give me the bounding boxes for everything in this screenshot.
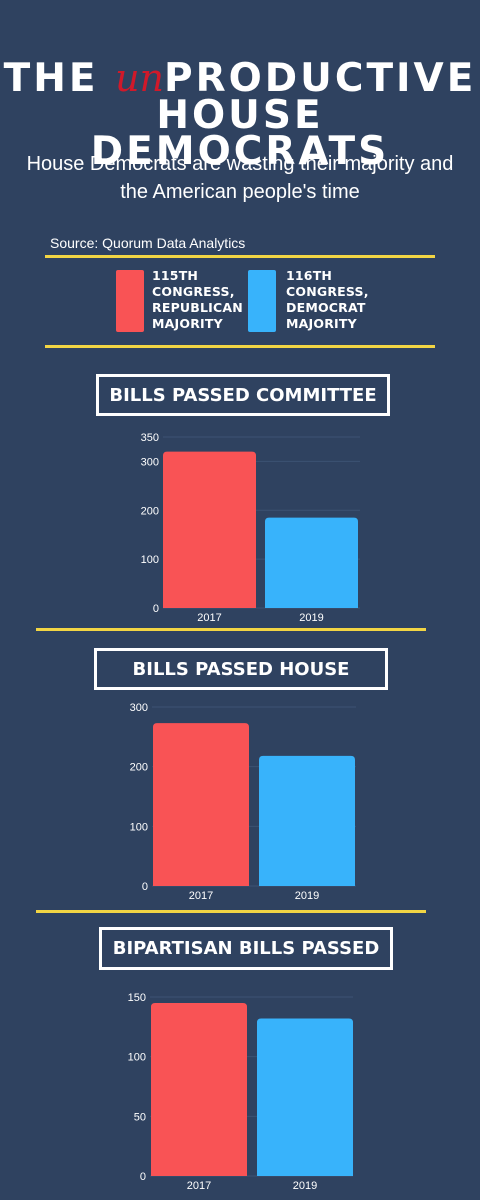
y-tick-label: 100 [128, 1052, 146, 1064]
legend-swatch-republican [116, 270, 144, 332]
y-tick-label: 0 [153, 603, 159, 615]
legend-swatch-democrat [248, 270, 276, 332]
legend-line: 115th [152, 268, 199, 283]
y-tick-label: 100 [130, 821, 148, 833]
title-accent: un [115, 56, 165, 100]
x-tick-label: 2019 [295, 890, 319, 902]
section-title-house: BILLS PASSED HOUSE [94, 648, 388, 690]
legend-line: Congress, [152, 284, 235, 299]
legend-line: 116th [286, 268, 333, 283]
title-suffix: PRODUCTIVE [164, 56, 477, 101]
bar-2017 [163, 451, 256, 608]
legend-line: Democrat [286, 300, 366, 315]
bar-2017 [151, 1002, 247, 1176]
x-tick-label: 2017 [189, 890, 213, 902]
divider [36, 628, 426, 631]
bar-2019 [257, 1018, 353, 1176]
x-tick-label: 2017 [187, 1180, 211, 1192]
legend-line: Republican [152, 300, 243, 315]
y-tick-label: 50 [134, 1111, 146, 1123]
chart-bills-passed-house: 0 100 200 300 2017 2019 [130, 702, 356, 902]
bar-2017 [153, 723, 249, 886]
divider [45, 345, 435, 348]
divider [36, 910, 426, 913]
y-tick-label: 350 [141, 432, 159, 444]
bar-2019 [265, 517, 358, 608]
legend-line: Congress, [286, 284, 369, 299]
bar-2019 [259, 755, 355, 886]
x-tick-label: 2019 [293, 1180, 317, 1192]
chart-bills-passed-committee: 0 100 200 300 350 2017 2019 [141, 432, 360, 624]
y-tick-label: 200 [141, 505, 159, 517]
y-tick-label: 300 [141, 456, 159, 468]
title-prefix: THE [3, 56, 116, 101]
legend-line: Majority [152, 316, 223, 331]
y-tick-label: 100 [141, 554, 159, 566]
x-tick-label: 2019 [299, 612, 323, 624]
y-tick-label: 300 [130, 702, 148, 714]
infographic-title-line2: HOUSE DEMOCRATS [90, 93, 390, 174]
legend-line: Majority [286, 316, 357, 331]
subtitle: House Democrats are wasting their majori… [26, 153, 454, 203]
divider [45, 255, 435, 258]
chart-bipartisan-bills: 0 50 100 150 2017 2019 [128, 992, 353, 1192]
y-tick-label: 200 [130, 762, 148, 774]
section-title-committee: BILLS PASSED COMMITTEE [96, 374, 390, 416]
y-tick-label: 0 [142, 881, 148, 893]
section-title-bipartisan: BIPARTISAN BILLS PASSED [99, 927, 393, 970]
y-tick-label: 150 [128, 992, 146, 1004]
legend-label-republican: 115th Congress, Republican Majority [152, 268, 243, 332]
x-tick-label: 2017 [197, 612, 221, 624]
infographic-title: THE unPRODUCTIVE [0, 59, 480, 98]
y-tick-label: 0 [140, 1171, 146, 1183]
legend-label-democrat: 116th Congress, Democrat Majority [286, 268, 369, 332]
source-label: Source: Quorum Data Analytics [50, 235, 246, 251]
